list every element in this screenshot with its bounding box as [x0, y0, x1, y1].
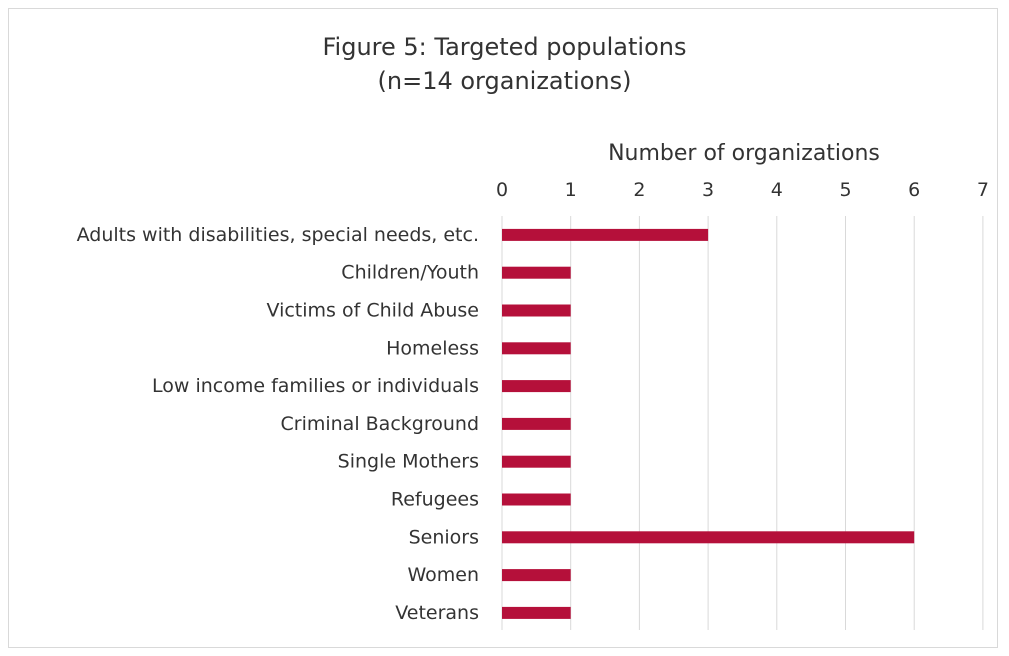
chart-subtitle: (n=14 organizations) [377, 67, 632, 95]
y-axis-labels: Adults with disabilities, special needs,… [77, 224, 479, 624]
x-tick-label: 2 [633, 179, 645, 201]
y-tick-label: Homeless [386, 337, 479, 359]
bar [502, 304, 571, 317]
chart-title-block: Figure 5: Targeted populations (n=14 org… [0, 30, 1009, 98]
x-tick-label: 3 [702, 179, 714, 201]
y-tick-label: Children/Youth [341, 262, 479, 284]
x-tick-label: 5 [839, 179, 851, 201]
y-tick-label: Veterans [395, 602, 479, 624]
y-tick-label: Criminal Background [281, 413, 480, 435]
bar [502, 266, 571, 279]
y-tick-label: Single Mothers [338, 451, 479, 473]
y-tick-label: Victims of Child Abuse [267, 300, 480, 322]
x-tick-label: 6 [908, 179, 920, 201]
bar [502, 569, 571, 582]
y-tick-label: Women [407, 564, 479, 586]
y-tick-label: Refugees [391, 489, 479, 511]
y-tick-label: Seniors [409, 526, 479, 548]
x-tick-label: 0 [496, 179, 508, 201]
bar [502, 493, 571, 506]
y-tick-label: Low income families or individuals [152, 375, 479, 397]
x-tick-label: 1 [565, 179, 577, 201]
y-tick-label: Adults with disabilities, special needs,… [77, 224, 479, 246]
x-tick-label: 4 [771, 179, 783, 201]
bar [502, 380, 571, 393]
bars [502, 228, 915, 619]
chart-title: Figure 5: Targeted populations [322, 33, 687, 61]
x-tick-label: 7 [977, 179, 989, 201]
x-axis-ticks: 0 1 2 3 4 5 6 7 [496, 179, 989, 201]
bar [502, 342, 571, 355]
x-axis-label: Number of organizations [608, 141, 880, 166]
bar [502, 417, 571, 430]
bar [502, 531, 915, 544]
bar [502, 606, 571, 619]
bar [502, 228, 709, 241]
gridlines [501, 216, 984, 630]
bar [502, 455, 571, 468]
